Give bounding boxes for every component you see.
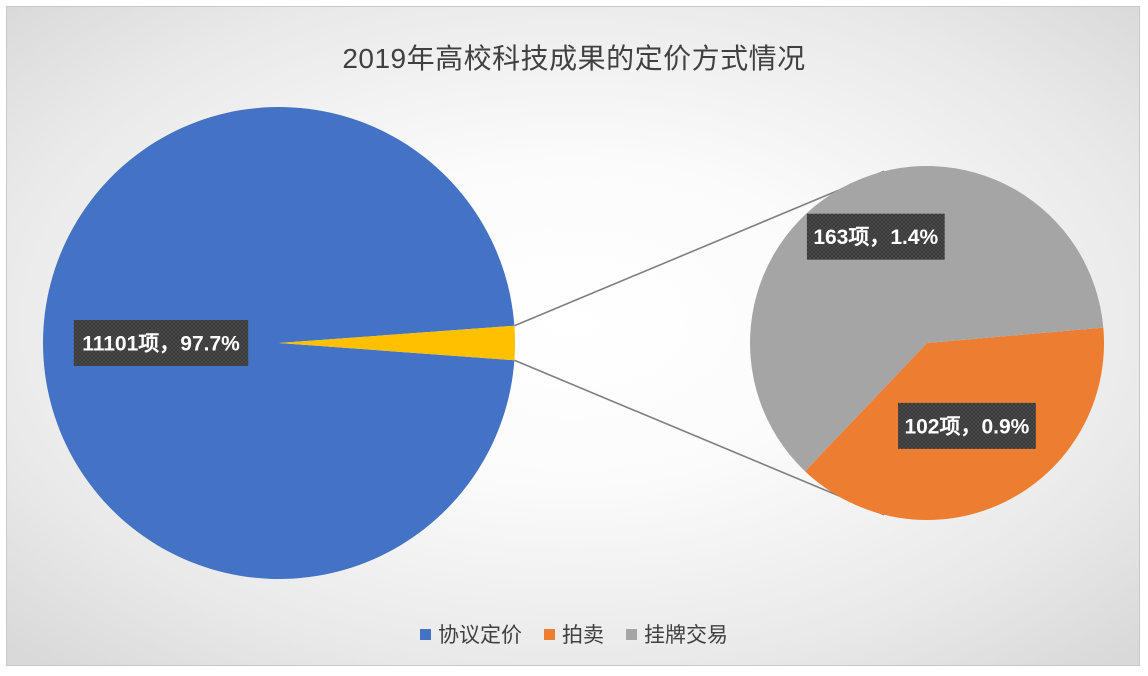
data-label-挂牌交易-text: 163项，1.4% (813, 226, 938, 249)
legend-item-挂牌交易: 挂牌交易 (626, 619, 728, 649)
legend-item-协议定价: 协议定价 (420, 619, 522, 649)
connector-line-top (514, 170, 885, 327)
main-pie (43, 107, 516, 580)
legend-label-协议定价: 协议定价 (438, 624, 522, 647)
connector-line-bottom (514, 359, 885, 516)
slice-other-group (279, 325, 516, 361)
data-label-协议定价-box (73, 320, 249, 366)
chart-title: 2019年高校科技成果的定价方式情况 (342, 43, 806, 74)
connector-lines (514, 170, 885, 516)
legend-swatch-拍卖 (544, 628, 555, 640)
data-label-挂牌交易-box (806, 213, 945, 260)
data-label-拍卖: 102项，0.9% (898, 402, 1036, 449)
pie-of-pie-plot: 11101项，97.7% 102项，0.9% 163项，1.4% (43, 107, 1105, 580)
chart-frame: 2019年高校科技成果的定价方式情况 11101项，97.7% 102项，0.9%… (6, 6, 1140, 666)
data-label-协议定价: 11101项，97.7% (73, 320, 249, 366)
data-labels: 11101项，97.7% 102项，0.9% 163项，1.4% (73, 213, 1036, 449)
legend-label-拍卖: 拍卖 (562, 624, 604, 647)
legend: 协议定价 拍卖 挂牌交易 (7, 619, 1141, 649)
data-label-协议定价-text: 11101项，97.7% (82, 333, 240, 356)
legend-label-挂牌交易: 挂牌交易 (644, 624, 728, 647)
slice-协议定价 (43, 107, 515, 580)
data-label-拍卖-text: 102项，0.9% (904, 415, 1029, 438)
legend-item-拍卖: 拍卖 (544, 619, 604, 649)
legend-swatch-协议定价 (420, 628, 431, 640)
data-label-挂牌交易: 163项，1.4% (806, 213, 945, 260)
legend-swatch-挂牌交易 (626, 628, 637, 640)
data-label-拍卖-box (898, 402, 1036, 449)
